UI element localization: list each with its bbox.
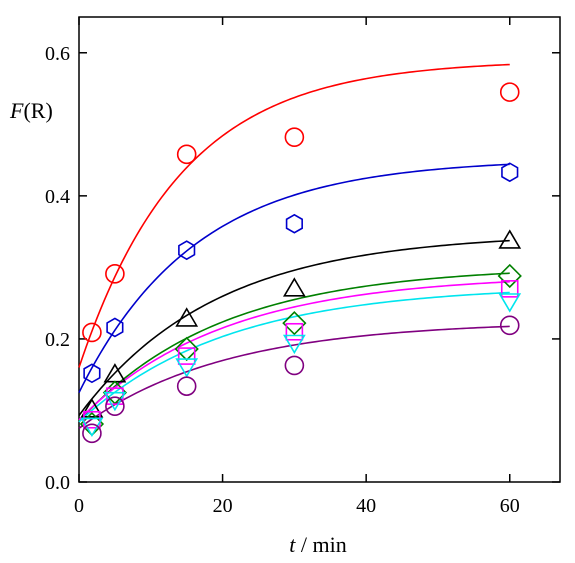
point-series-7-2 [105,396,125,416]
x-axis-title-italic: t [289,532,296,557]
point-series-7-5 [499,315,520,336]
fit-curve-2 [78,163,510,393]
point-series-4-4 [282,311,307,336]
point-series-6-5 [498,293,522,313]
point-series-7-3 [176,376,197,396]
y-tick-label: 0.6 [45,43,70,65]
point-series-2-2 [106,317,124,338]
fit-curve-4 [78,272,510,422]
point-series-3-3 [175,307,199,327]
point-series-5-1 [83,410,101,429]
data-markers [79,82,522,444]
point-series-7-1 [82,423,102,444]
point-series-6-2 [103,391,127,412]
x-tick-label: 0 [74,495,84,517]
y-axis-title-rest: (R) [23,98,52,123]
plot-frame [78,16,561,483]
x-tick-label: 40 [356,495,376,517]
point-series-1-4 [284,127,305,147]
fit-curve-6 [78,291,510,423]
point-series-6-1 [80,417,104,438]
point-series-3-4 [282,277,306,297]
point-series-1-5 [499,82,520,102]
point-series-1-1 [82,322,102,343]
point-series-1-3 [176,144,197,165]
axis-ticks [78,17,560,483]
x-tick-label: 20 [213,495,233,517]
point-series-4-3 [174,336,199,362]
y-tick-label: 0.2 [45,329,70,351]
x-tick-label: 60 [500,495,520,517]
y-tick-label: 0.4 [45,186,70,208]
point-series-2-1 [83,363,101,384]
point-series-6-4 [282,334,306,355]
point-series-7-4 [284,355,305,376]
y-axis-title-italic: F [9,98,24,123]
point-series-1-2 [105,264,125,284]
y-axis-title: F(R) [9,98,53,123]
point-series-3-1 [80,398,104,418]
point-series-5-5 [500,280,519,298]
x-axis-title-rest: / min [295,532,346,557]
point-series-5-4 [285,322,304,341]
fit-curve-7 [78,325,510,429]
point-series-5-3 [177,347,196,365]
fit-curve-3 [78,239,510,416]
point-series-2-5 [501,162,519,183]
x-axis-title: t / min [289,532,346,557]
fit-curve-1 [78,63,510,368]
point-series-3-5 [498,229,522,249]
point-series-2-4 [285,213,303,234]
point-series-6-3 [175,358,199,378]
fit-curve-5 [78,280,510,421]
point-series-4-5 [497,263,522,289]
y-tick-label: 0.0 [45,472,70,494]
axis-tick-labels: 0.0 0.2 0.4 0.6 0 20 40 60 [45,43,520,517]
point-series-2-3 [178,240,196,261]
fit-curves [78,63,510,429]
